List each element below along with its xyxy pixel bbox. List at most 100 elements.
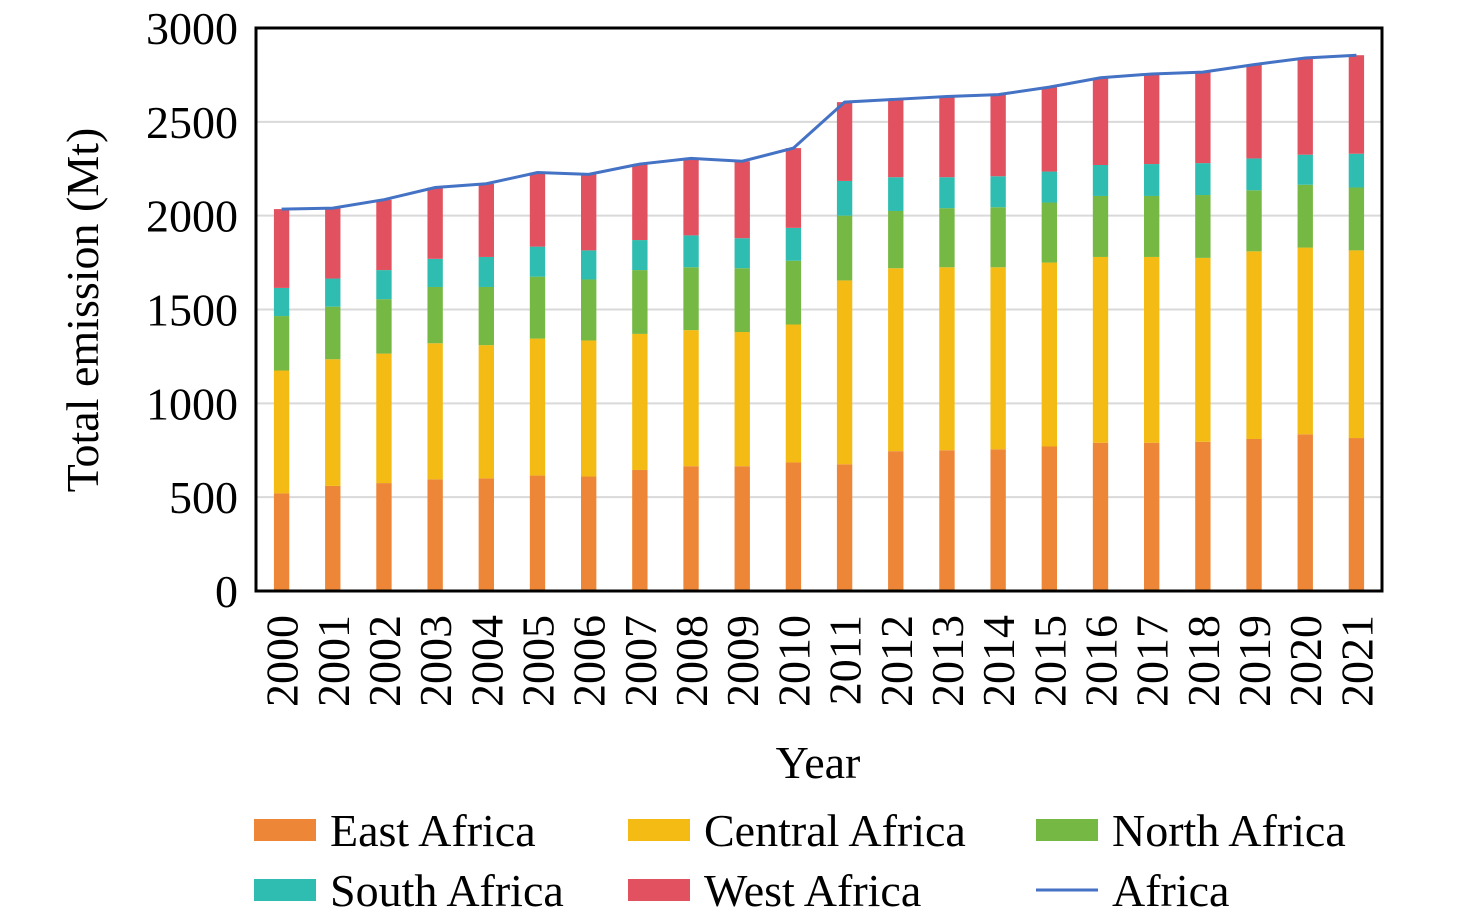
bar-segment: [1092, 164, 1109, 196]
y-tick-label: 1000: [146, 378, 238, 429]
bar-segment: [888, 177, 904, 211]
x-tick-label: 2012: [871, 615, 922, 707]
bar-segment: [734, 268, 750, 333]
bar-segment: [1144, 442, 1160, 591]
bar-segment: [1041, 202, 1057, 263]
bar-segment: [478, 256, 494, 287]
bar-segment: [1195, 163, 1211, 196]
bar-segment: [734, 332, 750, 467]
x-tick-label: 2000: [257, 615, 308, 707]
bar-segment: [325, 359, 341, 486]
legend-swatch: [628, 819, 690, 841]
bar-segment: [990, 207, 1006, 268]
plot-frame: [254, 26, 1384, 593]
bar-segment: [1144, 164, 1160, 196]
bar-segment: [888, 268, 904, 452]
bar-segment: [427, 286, 443, 344]
bar-segment: [376, 299, 392, 354]
bar-segment: [1041, 87, 1057, 172]
bar-segment: [1195, 441, 1211, 591]
bar-segment: [529, 246, 546, 277]
legend-label: Africa: [1112, 865, 1229, 916]
x-tick-label: 2011: [820, 615, 871, 705]
x-tick-label: 2013: [922, 615, 973, 707]
bar-segment: [1348, 187, 1365, 251]
bar-segment: [478, 183, 494, 257]
bar-segment: [1348, 55, 1365, 154]
bar-segment: [785, 148, 802, 228]
bar-segment: [273, 370, 290, 494]
bar-segment: [376, 270, 392, 300]
grid-lines: [256, 120, 1382, 499]
x-tick-label: 2016: [1076, 615, 1127, 707]
bar-segment: [836, 215, 853, 281]
bar-segment: [1092, 77, 1109, 165]
bar-segment: [785, 260, 802, 325]
bar-segment: [376, 353, 392, 484]
bar-segment: [529, 172, 546, 247]
legend-label: Central Africa: [704, 805, 966, 856]
x-tick-label: 2018: [1178, 615, 1229, 707]
legend-label: South Africa: [330, 865, 564, 916]
y-tick-label: 2000: [146, 191, 238, 242]
x-tick-label: 2007: [615, 615, 666, 707]
bar-segment: [939, 96, 955, 178]
total-line: [281, 53, 1357, 211]
y-tick-label: 500: [169, 472, 238, 523]
x-tick-label: 2015: [1024, 615, 1075, 707]
bars: [273, 55, 1365, 591]
bar-segment: [1195, 72, 1211, 164]
x-tick-label: 2006: [564, 615, 615, 707]
legend-label: West Africa: [704, 865, 921, 916]
bar-segment: [632, 270, 648, 334]
bar-segment: [632, 164, 648, 241]
bar-segment: [939, 208, 955, 268]
bar-segment: [376, 483, 392, 591]
bar-segment: [888, 210, 904, 269]
bar-segment: [273, 287, 290, 317]
bar-segment: [529, 338, 546, 476]
bar-segment: [427, 479, 443, 591]
bar-segment: [273, 316, 290, 371]
bar-segment: [1144, 195, 1160, 257]
x-tick-label: 2002: [359, 615, 410, 707]
bar-segment: [683, 235, 699, 268]
x-tick-label: 2001: [308, 615, 359, 707]
bar-segment: [939, 267, 955, 451]
y-tick-label: 0: [215, 566, 238, 617]
bar-segment: [581, 250, 597, 280]
y-tick-label: 1500: [146, 285, 238, 336]
bar-segment: [836, 280, 853, 465]
x-tick-label: 2017: [1127, 615, 1178, 707]
bar-segment: [990, 94, 1006, 177]
bar-segment: [1195, 195, 1211, 258]
bar-segment: [888, 99, 904, 178]
bar-segment: [836, 102, 853, 181]
bar-segment: [1297, 434, 1313, 591]
bar-segment: [939, 177, 955, 209]
bar-segment: [1195, 257, 1211, 442]
bar-segment: [836, 464, 853, 591]
x-tick-labels: 2000 2001 2002 2003 2004 2005 2006 2007 2008 2009…: [257, 615, 1383, 707]
bar-segment: [478, 286, 494, 346]
bar-segment: [1348, 250, 1365, 439]
bar-segment: [581, 279, 597, 341]
bar-segment: [325, 485, 341, 591]
bar-segment: [581, 476, 597, 591]
bar-segment: [273, 493, 290, 591]
bar-segment: [683, 267, 699, 331]
bar-segment: [325, 278, 341, 307]
bar-segment: [1246, 251, 1262, 439]
bar-segment: [581, 174, 597, 251]
legend-swatch: [254, 819, 316, 841]
bar-segment: [632, 240, 648, 271]
bar-segment: [1246, 158, 1262, 191]
y-tick-label: 2500: [146, 97, 238, 148]
x-tick-label: 2003: [410, 615, 461, 707]
x-tick-label: 2009: [717, 615, 768, 707]
legend-swatch: [1036, 819, 1098, 841]
bar-segment: [1297, 247, 1313, 435]
bar-segment: [1246, 438, 1262, 591]
bar-segment: [478, 345, 494, 479]
